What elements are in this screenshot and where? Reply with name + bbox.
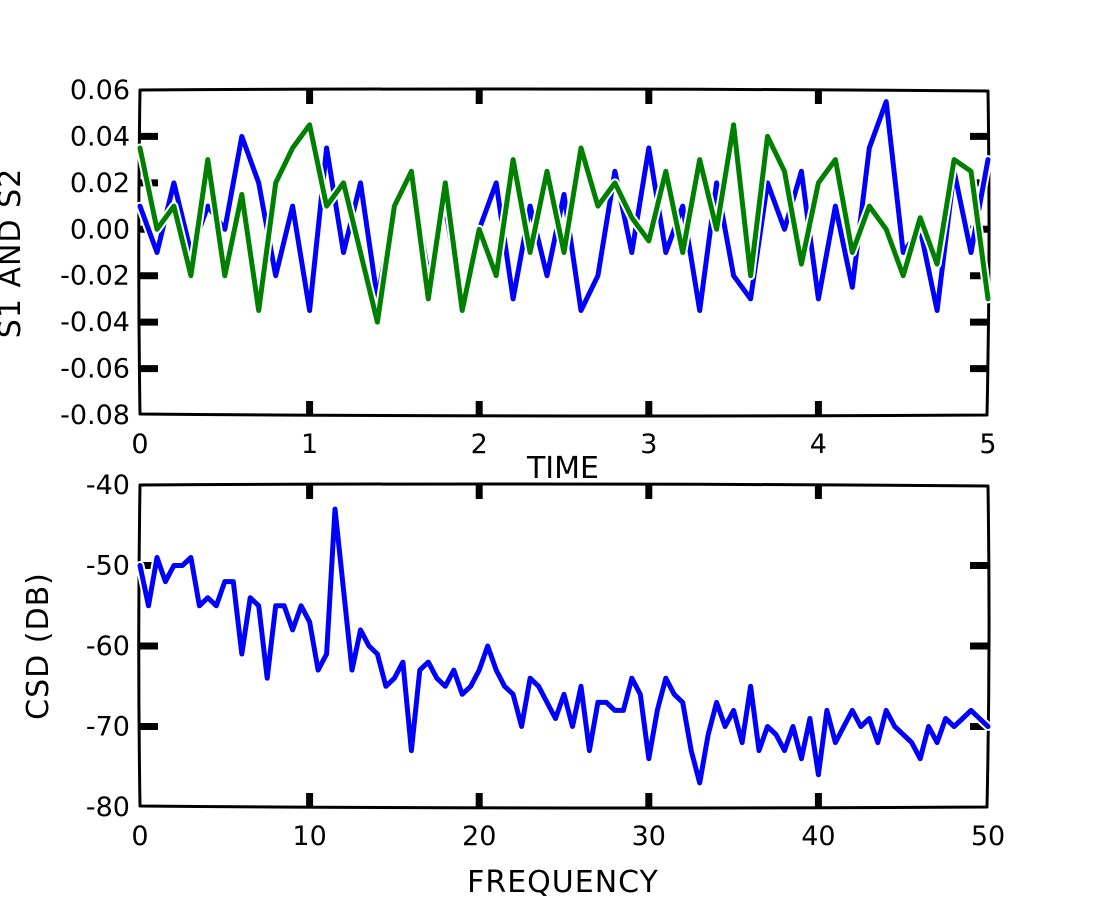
- series-line-1: [137, 99, 991, 313]
- x-tick-label: 10: [292, 821, 326, 852]
- y-tick-label: -60: [86, 631, 130, 662]
- time-series-lines: [135, 97, 993, 327]
- x-tick-label: 4: [810, 429, 827, 460]
- time-series-y-axis-label: S1 AND S2: [0, 168, 28, 338]
- time-series-tick-labels: 0 1 2 3 4 5 0.06 0.04 0.02 0.00 -0.02 -0.04 -0.06 -0.…: [60, 75, 996, 460]
- x-tick-label: 30: [632, 821, 666, 852]
- y-tick-label: -50: [86, 551, 130, 582]
- csd-y-axis-label: CSD (DB): [21, 572, 56, 720]
- y-tick-label: -0.06: [60, 354, 130, 385]
- y-tick-label: -80: [86, 792, 130, 823]
- series-line-2: [137, 122, 991, 325]
- csd-axes: 0 10 20 30 40 50 -40 -50 -60 -70 -80 CSD (DB) FREQ…: [21, 470, 1005, 900]
- series-line-1: [137, 506, 991, 786]
- csd-lines: [135, 504, 993, 788]
- x-tick-label: 5: [979, 429, 996, 460]
- x-tick-label: 3: [640, 429, 657, 460]
- y-tick-label: -70: [86, 712, 130, 743]
- y-tick-label: 0.06: [70, 75, 130, 106]
- x-tick-label: 50: [971, 821, 1005, 852]
- csd-frame: [137, 482, 991, 810]
- y-tick-label: -0.02: [60, 261, 130, 292]
- x-tick-label: 2: [471, 429, 488, 460]
- axes-frame: [137, 482, 991, 810]
- x-tick-label: 0: [131, 429, 148, 460]
- time-series-x-axis-label: TIME: [526, 451, 599, 486]
- y-tick-label: -0.04: [60, 307, 130, 338]
- x-tick-label: 0: [131, 821, 148, 852]
- y-tick-label: 0.04: [70, 121, 130, 152]
- y-tick-label: -40: [86, 470, 130, 501]
- csd-x-axis-label: FREQUENCY: [467, 865, 659, 900]
- x-tick-label: 20: [462, 821, 496, 852]
- y-tick-label: -0.08: [60, 400, 130, 431]
- y-tick-label: 0.02: [70, 168, 130, 199]
- time-series-frame: [137, 87, 991, 418]
- axes-frame: [137, 87, 991, 418]
- series-line-halo: [135, 504, 993, 788]
- csd-tick-labels: 0 10 20 30 40 50 -40 -50 -60 -70 -80: [86, 470, 1005, 852]
- x-tick-label: 1: [301, 429, 318, 460]
- x-tick-label: 40: [801, 821, 835, 852]
- time-series-axes: 0 1 2 3 4 5 0.06 0.04 0.02 0.00 -0.02 -0.04 -0.06 -0.…: [0, 75, 997, 486]
- y-tick-label: 0.00: [70, 214, 130, 245]
